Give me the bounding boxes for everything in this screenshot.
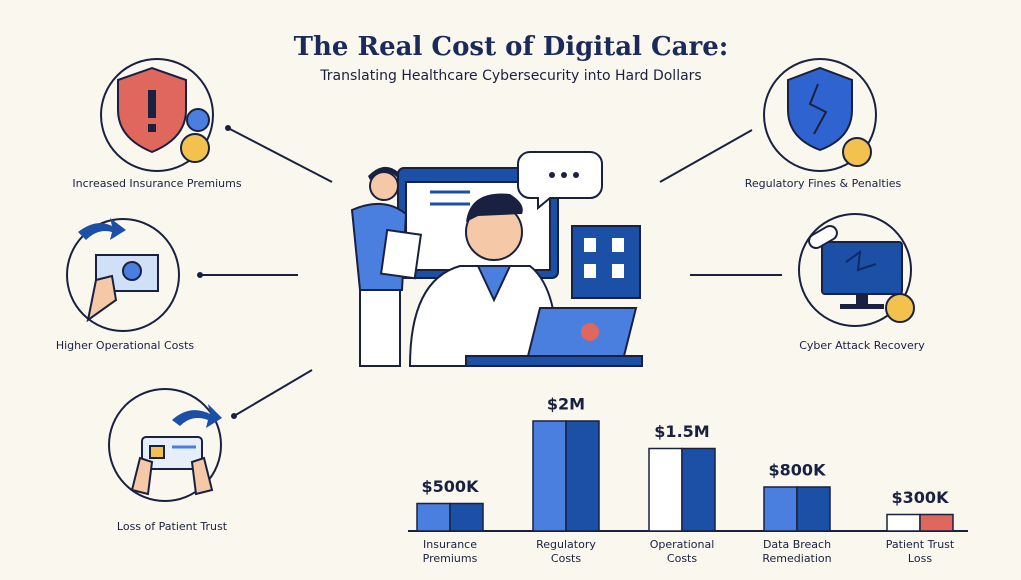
central-illustration bbox=[350, 151, 643, 367]
category-label: Regulatory Costs bbox=[536, 538, 596, 565]
connector-dot bbox=[225, 125, 231, 131]
bar-right-half bbox=[796, 486, 831, 532]
title: The Real Cost of Digital Care: bbox=[294, 32, 729, 62]
bar-right-half bbox=[449, 502, 484, 532]
value-label: $500K bbox=[422, 477, 480, 496]
icon-operational bbox=[66, 218, 180, 332]
bar-left-half bbox=[532, 420, 567, 532]
category-label: Data Breach Remediation bbox=[762, 538, 832, 565]
bar-right-half bbox=[565, 420, 600, 532]
callout-label: Loss of Patient Trust bbox=[117, 520, 228, 533]
icon-recovery bbox=[798, 213, 915, 327]
callout-label: Cyber Attack Recovery bbox=[799, 339, 925, 352]
bar-left-half bbox=[648, 447, 683, 532]
bar-left-half bbox=[416, 502, 451, 532]
value-label: $300K bbox=[892, 488, 950, 507]
bar-right-half bbox=[681, 447, 716, 532]
category-label: Operational Costs bbox=[649, 538, 715, 565]
callout-label: Increased Insurance Premiums bbox=[72, 177, 241, 190]
callout-label: Regulatory Fines & Penalties bbox=[745, 177, 902, 190]
icon-trust bbox=[108, 388, 222, 502]
value-label: $800K bbox=[769, 461, 827, 480]
bar-left-half bbox=[763, 486, 798, 532]
category-label: Insurance Premiums bbox=[422, 538, 478, 565]
icon-insurance bbox=[100, 58, 214, 172]
category-label: Patient Trust Loss bbox=[885, 538, 955, 565]
value-label: $1.5M bbox=[654, 422, 709, 441]
connector bbox=[227, 127, 333, 183]
connector bbox=[233, 369, 313, 417]
value-label: $2M bbox=[547, 395, 585, 414]
bar-left-half bbox=[886, 513, 921, 532]
icon-fines bbox=[763, 58, 877, 172]
connector bbox=[659, 129, 753, 183]
callout-label: Higher Operational Costs bbox=[56, 339, 195, 352]
subtitle: Translating Healthcare Cybersecurity int… bbox=[319, 68, 701, 84]
connector-dot bbox=[231, 413, 237, 419]
bar-right-half bbox=[919, 513, 954, 532]
connector-dot bbox=[197, 272, 203, 278]
